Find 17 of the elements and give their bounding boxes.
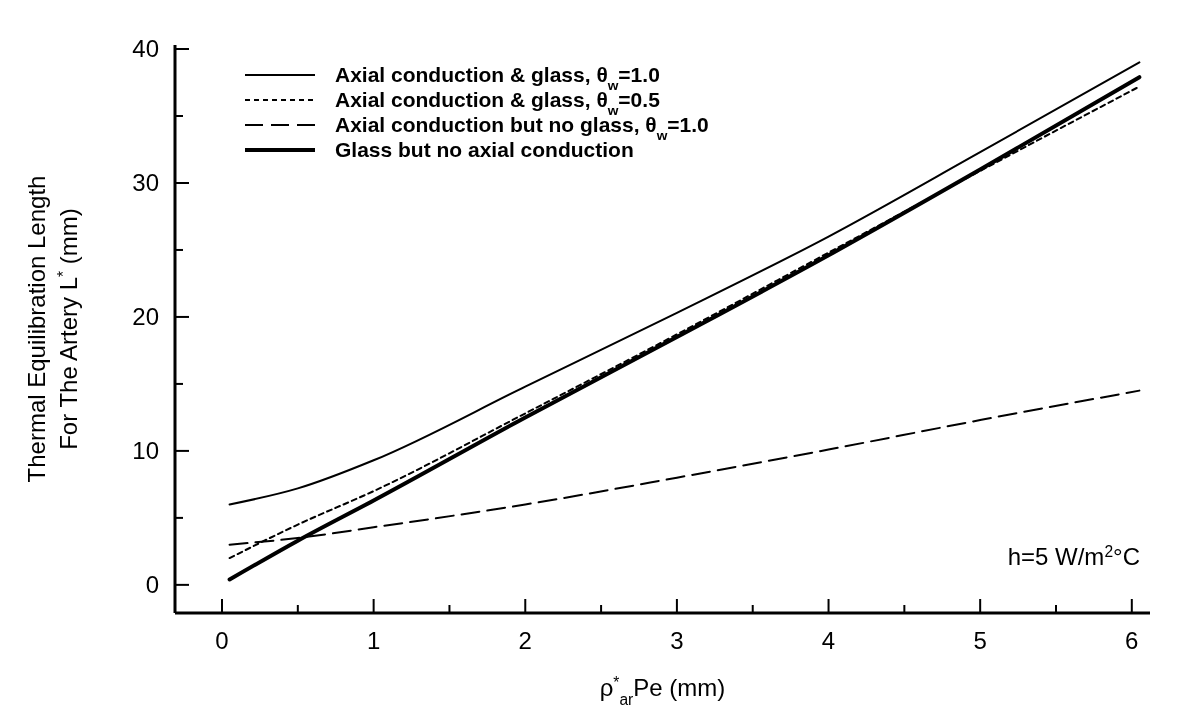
x-tick-label: 4 <box>821 627 836 654</box>
x-tick-label: 0 <box>215 627 229 654</box>
y-tick-label: 0 <box>145 571 159 599</box>
y-tick-label: 40 <box>132 35 159 63</box>
x-tick-label: 2 <box>518 627 532 654</box>
y-tick-label: 20 <box>132 303 159 331</box>
line-series <box>228 61 1141 506</box>
x-tick-label: 1 <box>366 627 381 654</box>
x-axis-title: ρ$^{*}$$_{ar}$Pe (mm) <box>599 673 726 708</box>
annotation: h=5 W/m$^{2}$°C <box>1007 542 1140 570</box>
legend-label: Glass but no axial conduction <box>335 138 634 162</box>
legend-label: Axial conduction & glass, θ$_{w}$=1.0 <box>335 63 660 93</box>
y-tick-label: 30 <box>132 169 159 197</box>
y-tick-label: 10 <box>132 437 159 465</box>
x-tick-label: 3 <box>670 627 684 654</box>
x-tick-label: 5 <box>973 627 987 654</box>
x-tick-label: 6 <box>1125 627 1139 654</box>
